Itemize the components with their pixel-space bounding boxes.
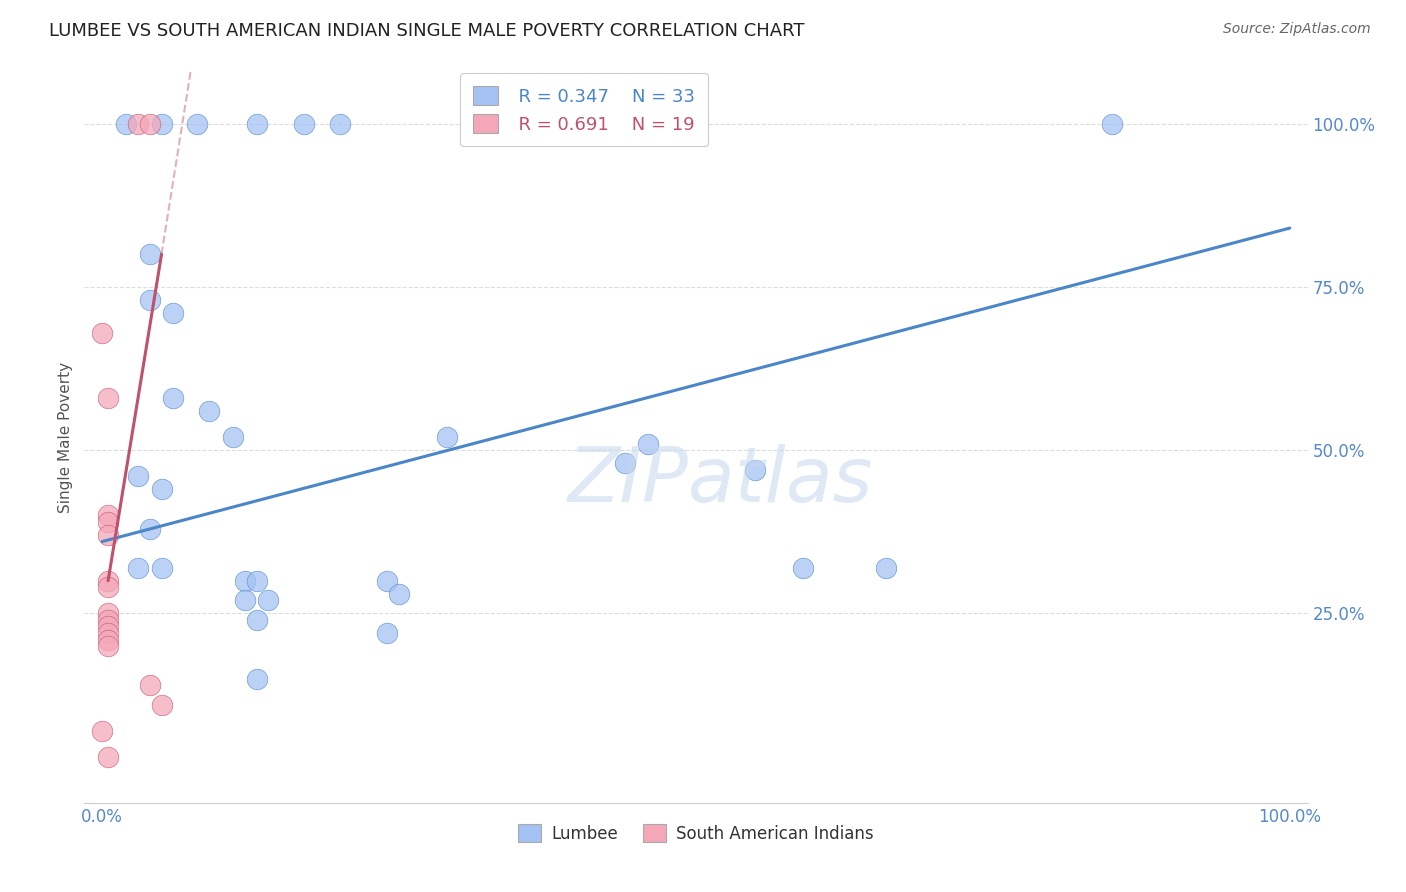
Point [257,593,280,607]
Point [97,639,120,653]
Point [97,580,120,594]
Point [1101,117,1123,131]
Point [127,560,149,574]
Point [162,391,184,405]
Point [292,117,315,131]
Point [375,626,398,640]
Point [97,574,120,588]
Point [97,626,120,640]
Point [222,430,245,444]
Text: ZIPatlas: ZIPatlas [568,444,873,518]
Point [127,117,149,131]
Point [138,521,160,535]
Point [245,672,267,686]
Point [115,117,138,131]
Point [150,698,173,712]
Point [198,404,221,418]
Point [613,456,636,470]
Point [91,723,114,738]
Point [97,632,120,647]
Point [233,574,256,588]
Point [186,117,208,131]
Point [97,613,120,627]
Text: Source: ZipAtlas.com: Source: ZipAtlas.com [1223,22,1371,37]
Point [97,391,120,405]
Point [792,560,814,574]
Point [97,607,120,621]
Point [245,613,267,627]
Point [97,619,120,633]
Point [637,436,659,450]
Point [245,117,267,131]
Point [233,593,256,607]
Y-axis label: Single Male Poverty: Single Male Poverty [58,361,73,513]
Legend: Lumbee, South American Indians: Lumbee, South American Indians [512,818,880,849]
Point [91,326,114,340]
Point [245,574,267,588]
Point [97,750,120,764]
Point [744,463,766,477]
Point [97,508,120,523]
Point [329,117,352,131]
Text: LUMBEE VS SOUTH AMERICAN INDIAN SINGLE MALE POVERTY CORRELATION CHART: LUMBEE VS SOUTH AMERICAN INDIAN SINGLE M… [49,22,804,40]
Point [138,247,160,261]
Point [138,293,160,307]
Point [436,430,458,444]
Point [127,469,149,483]
Point [875,560,897,574]
Point [150,483,173,497]
Point [375,574,398,588]
Point [162,306,184,320]
Point [97,528,120,542]
Point [150,117,173,131]
Point [138,678,160,692]
Point [150,560,173,574]
Point [388,587,411,601]
Point [138,117,160,131]
Point [97,515,120,529]
